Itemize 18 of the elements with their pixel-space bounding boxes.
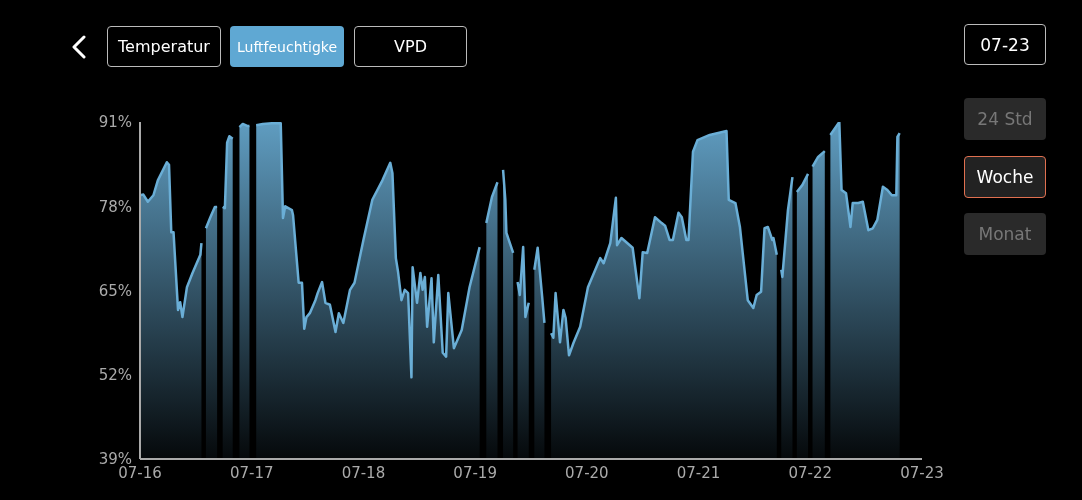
text: 24 Std xyxy=(964,98,1046,140)
x-tick-label: 07-22 xyxy=(788,463,833,482)
y-tick-label: 52% xyxy=(98,366,132,385)
text: Temperatur xyxy=(107,26,221,67)
x-tick-label: 07-23 xyxy=(900,463,944,482)
text: Monat xyxy=(964,213,1046,255)
text: Woche xyxy=(964,156,1046,198)
y-tick-label: 91% xyxy=(98,113,132,132)
x-tick-label: 07-20 xyxy=(565,463,609,482)
x-tick-label: 07-18 xyxy=(341,463,386,482)
text: Luftfeuchtigke xyxy=(230,26,344,67)
text: 07-23 xyxy=(964,24,1046,65)
x-tick-label: 07-21 xyxy=(676,463,721,482)
text: VPD xyxy=(354,26,467,67)
x-tick-label: 07-19 xyxy=(453,463,497,482)
x-tick-label: 07-17 xyxy=(229,463,274,482)
y-tick-label: 65% xyxy=(98,281,132,300)
y-tick-label: 78% xyxy=(98,197,132,216)
